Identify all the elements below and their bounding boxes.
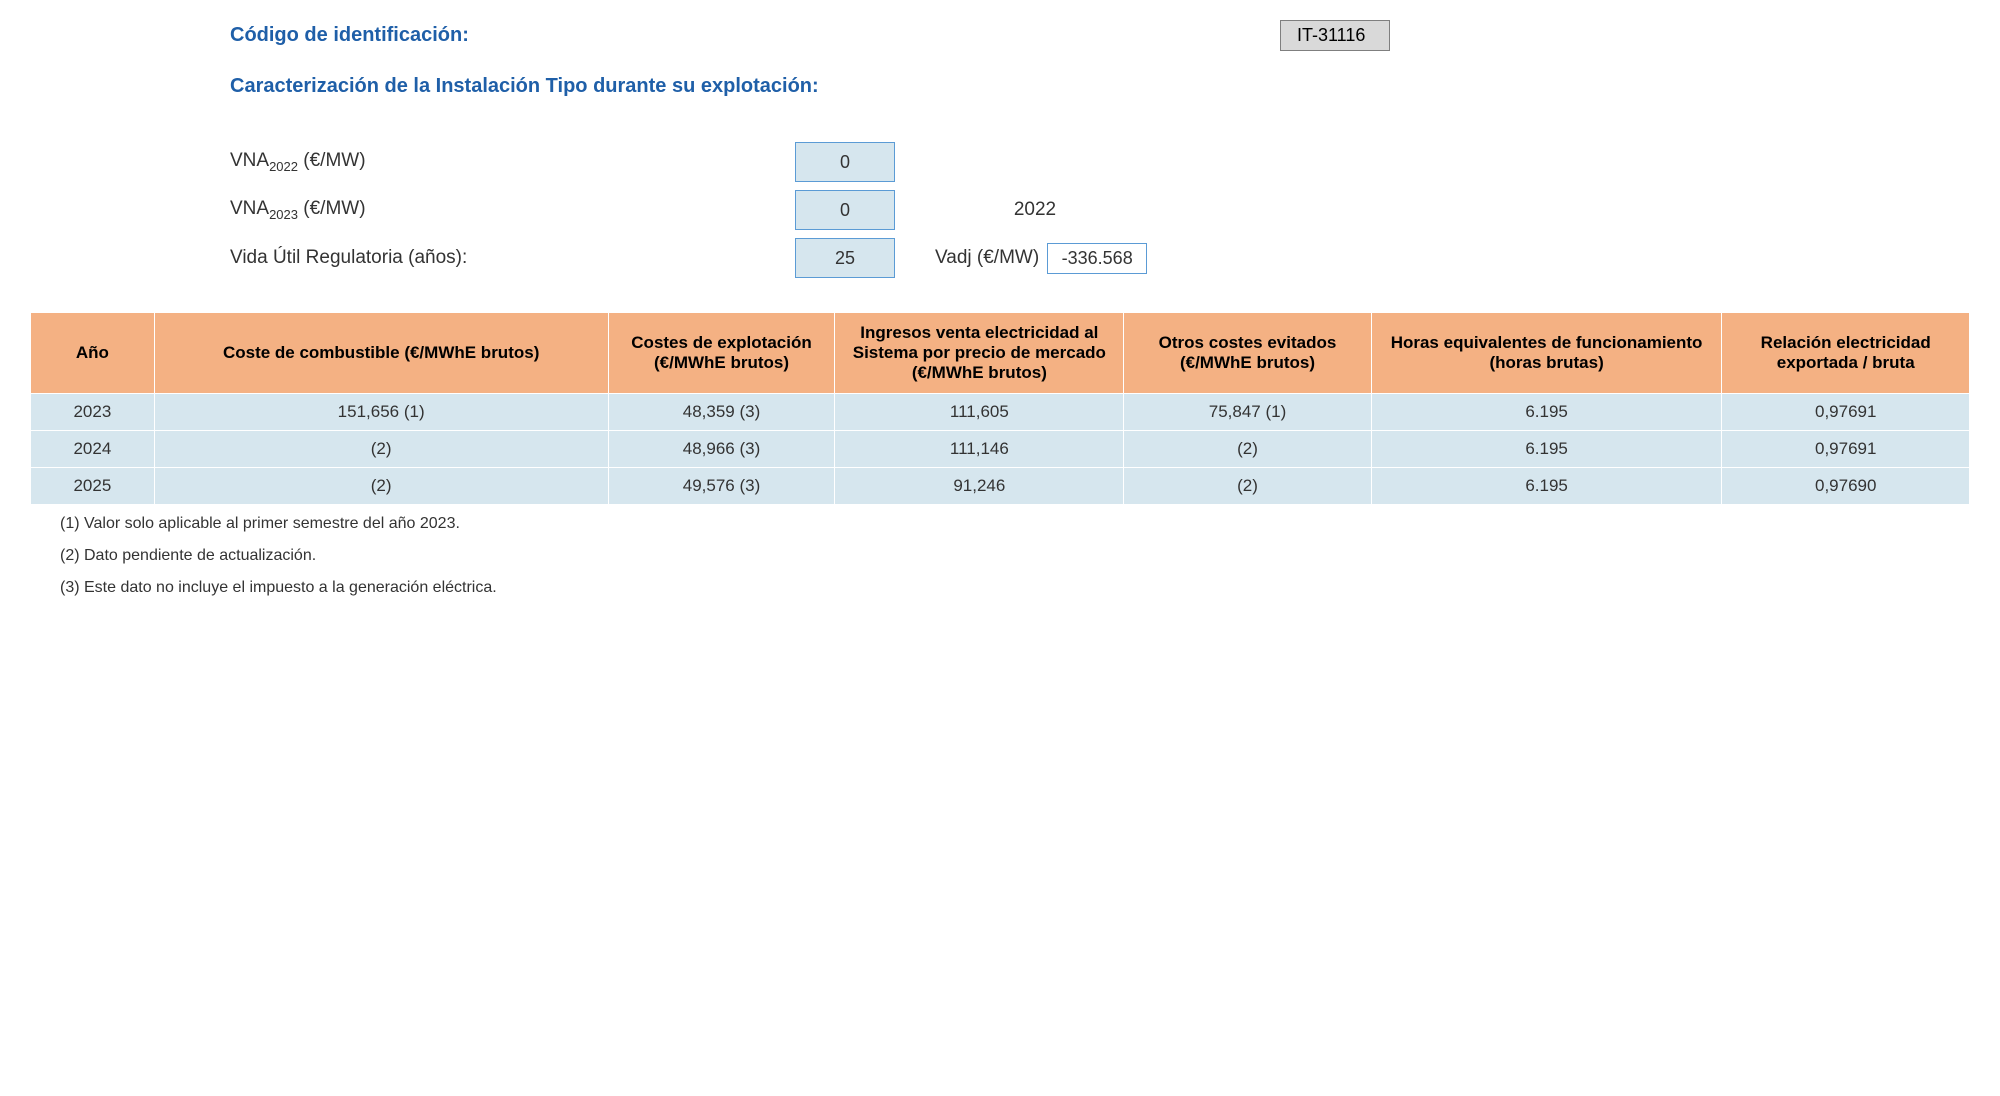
vadj-label: Vadj (€/MW) xyxy=(935,247,1039,269)
vida-util-label: Vida Útil Regulatoria (años): xyxy=(230,247,795,269)
vna2022-value-box: 0 xyxy=(795,142,895,182)
code-label: Código de identificación: xyxy=(230,24,469,47)
code-value-box: IT-31116 xyxy=(1280,20,1390,51)
vadj-value-box: -336.568 xyxy=(1047,243,1147,274)
th-avoided-cost: Otros costes evitados (€/MWhE brutos) xyxy=(1124,313,1372,394)
th-fuel-cost: Coste de combustible (€/MWhE brutos) xyxy=(154,313,608,394)
footnote-3: (3) Este dato no incluye el impuesto a l… xyxy=(60,579,1970,597)
footnote-1: (1) Valor solo aplicable al primer semes… xyxy=(60,515,1970,533)
table-row: 2023 151,656 (1) 48,359 (3) 111,605 75,8… xyxy=(31,394,1970,431)
footnote-2: (2) Dato pendiente de actualización. xyxy=(60,547,1970,565)
th-year: Año xyxy=(31,313,155,394)
ref-year: 2022 xyxy=(935,199,1135,221)
vna-2022-sub: 2022 xyxy=(269,159,298,174)
cell-hours: 6.195 xyxy=(1371,431,1722,468)
cell-sales: 111,605 xyxy=(835,394,1124,431)
vna-2022-post: (€/MW) xyxy=(298,150,366,171)
cell-ratio: 0,97691 xyxy=(1722,394,1970,431)
footnotes: (1) Valor solo aplicable al primer semes… xyxy=(60,515,1970,597)
th-export-ratio: Relación electricidad exportada / bruta xyxy=(1722,313,1970,394)
cell-avoid: (2) xyxy=(1124,468,1372,505)
cell-hours: 6.195 xyxy=(1371,394,1722,431)
table-body: 2023 151,656 (1) 48,359 (3) 111,605 75,8… xyxy=(31,394,1970,505)
cell-ratio: 0,97690 xyxy=(1722,468,1970,505)
cell-sales: 111,146 xyxy=(835,431,1124,468)
cell-sales: 91,246 xyxy=(835,468,1124,505)
section-title: Caracterización de la Instalación Tipo d… xyxy=(230,75,1970,98)
table-row: 2024 (2) 48,966 (3) 111,146 (2) 6.195 0,… xyxy=(31,431,1970,468)
cell-avoid: (2) xyxy=(1124,431,1372,468)
vna-2023-pre: VNA xyxy=(230,198,269,219)
cell-year: 2025 xyxy=(31,468,155,505)
vna2022-label: VNA2022 (€/MW) xyxy=(230,150,795,174)
cell-hours: 6.195 xyxy=(1371,468,1722,505)
cell-fuel: (2) xyxy=(154,431,608,468)
table-header-row: Año Coste de combustible (€/MWhE brutos)… xyxy=(31,313,1970,394)
cell-oper: 49,576 (3) xyxy=(608,468,835,505)
cell-year: 2024 xyxy=(31,431,155,468)
vna2023-value-box: 0 xyxy=(795,190,895,230)
cell-year: 2023 xyxy=(31,394,155,431)
data-table: Año Coste de combustible (€/MWhE brutos)… xyxy=(30,312,1970,505)
cell-oper: 48,359 (3) xyxy=(608,394,835,431)
th-equivalent-hours: Horas equivalentes de funcionamiento (ho… xyxy=(1371,313,1722,394)
cell-avoid: 75,847 (1) xyxy=(1124,394,1372,431)
table-row: 2025 (2) 49,576 (3) 91,246 (2) 6.195 0,9… xyxy=(31,468,1970,505)
vna-2022-pre: VNA xyxy=(230,150,269,171)
vna-2023-sub: 2023 xyxy=(269,207,298,222)
vna-2023-post: (€/MW) xyxy=(298,198,366,219)
cell-fuel: 151,656 (1) xyxy=(154,394,608,431)
cell-oper: 48,966 (3) xyxy=(608,431,835,468)
th-operating-cost: Costes de explotación (€/MWhE brutos) xyxy=(608,313,835,394)
vna2023-label: VNA2023 (€/MW) xyxy=(230,198,795,222)
cell-fuel: (2) xyxy=(154,468,608,505)
cell-ratio: 0,97691 xyxy=(1722,431,1970,468)
vida-util-value-box: 25 xyxy=(795,238,895,278)
th-sales-income: Ingresos venta electricidad al Sistema p… xyxy=(835,313,1124,394)
